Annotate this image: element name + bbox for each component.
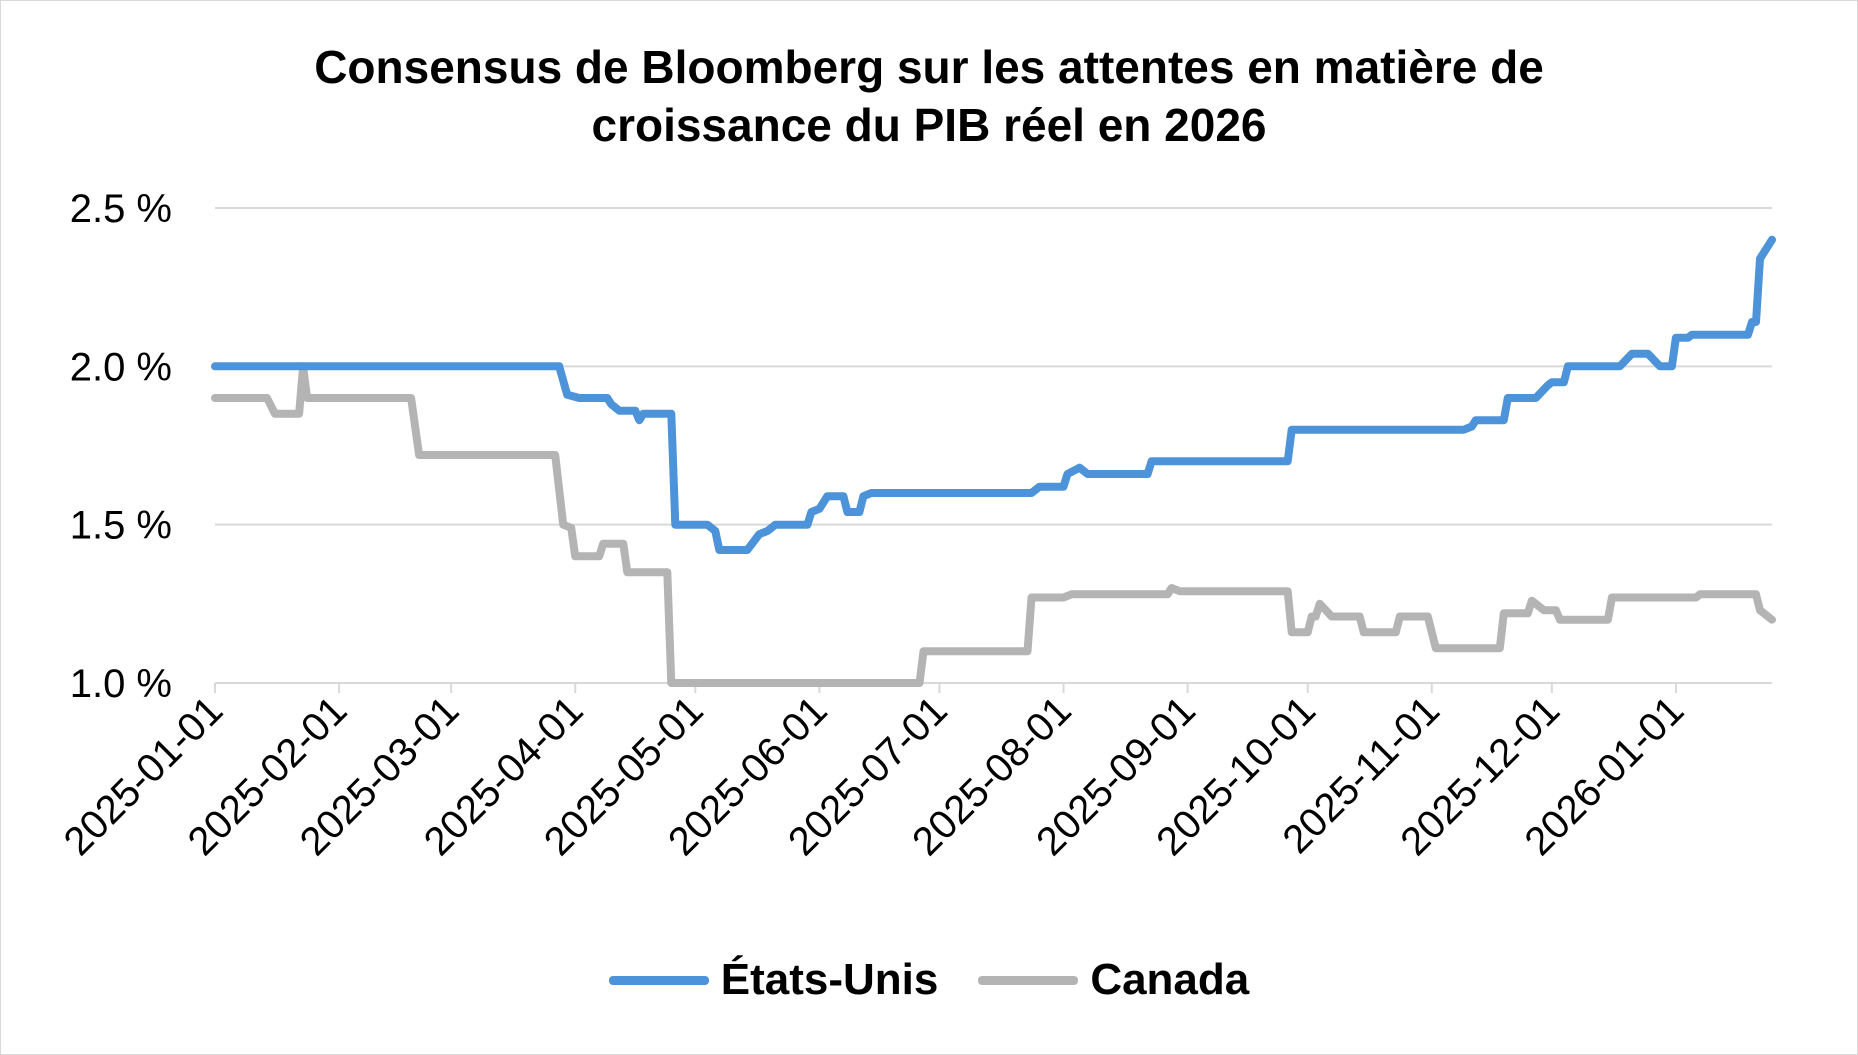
chart-title: Consensus de Bloomberg sur les attentes … — [0, 38, 1858, 154]
y-tick-label: 1.5 % — [70, 504, 172, 548]
legend-swatch-us — [608, 975, 709, 985]
series-line-us — [211, 235, 1776, 554]
legend-swatch-canada — [978, 975, 1079, 985]
series-line-canada — [211, 362, 1776, 687]
legend-label-canada: Canada — [1090, 955, 1250, 1004]
y-tick-label: 2.0 % — [70, 345, 172, 389]
axis-layer — [214, 682, 1772, 693]
legend-item-canada: Canada — [978, 955, 1249, 1005]
chart-title-line-1: Consensus de Bloomberg sur les attentes … — [314, 41, 1544, 93]
chart-title-line-2: croissance du PIB réel en 2026 — [591, 99, 1267, 151]
chart-legend: États-Unis Canada — [0, 955, 1858, 1005]
series-layer — [211, 235, 1776, 687]
y-tick-label: 2.5 % — [70, 187, 172, 231]
legend-label-us: États-Unis — [720, 955, 939, 1004]
y-tick-label: 1.0 % — [70, 662, 172, 706]
legend-item-us: États-Unis — [608, 955, 939, 1005]
